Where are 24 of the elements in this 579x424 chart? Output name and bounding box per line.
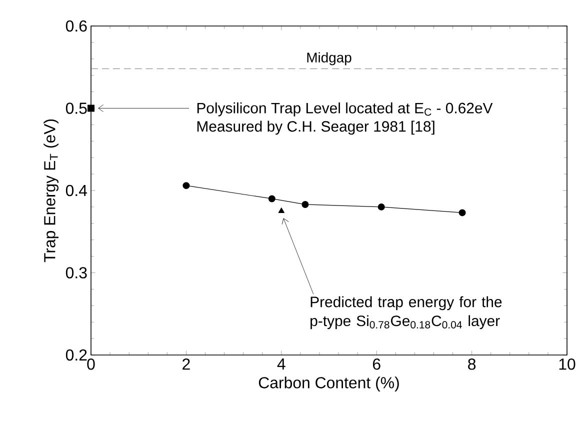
y-tick-label: 0.2 (66, 349, 87, 361)
x-tick-label: 4 (277, 358, 286, 370)
y-tick-label: 0.4 (66, 184, 88, 196)
y-tick-label: 0.6 (66, 20, 87, 32)
annotation: Polysilicon Trap Level located at E$_{C}$ - 0.62eV (197, 102, 493, 116)
x-tick-label: 10 (559, 358, 576, 370)
point (88, 104, 94, 112)
point (268, 195, 276, 202)
annotation: Measured by C.H. Seager 1981 [18] (197, 120, 434, 135)
y-axis-title: Trap Energy E$_{T}$ (eV) (44, 119, 58, 262)
point (278, 208, 284, 213)
ref-line-label: Midgap (307, 52, 352, 66)
annotation: Predicted trap energy for the p-type Si$_{0.78}$Ge$_{0.18}$C$_{0.04}$ layer (310, 296, 502, 330)
y-tick-label: 0.3 (66, 267, 87, 278)
y-tick-label: 0.5 (66, 102, 87, 114)
point (302, 200, 309, 208)
x-axis-title: Carbon Content (%) (258, 376, 399, 392)
x-tick-label: 6 (372, 358, 380, 370)
x-tick-label: 2 (182, 358, 190, 370)
point (458, 209, 466, 216)
point (182, 182, 190, 190)
point (378, 203, 385, 210)
x-tick-label: 0 (87, 358, 95, 370)
x-tick-label: 8 (468, 358, 476, 370)
